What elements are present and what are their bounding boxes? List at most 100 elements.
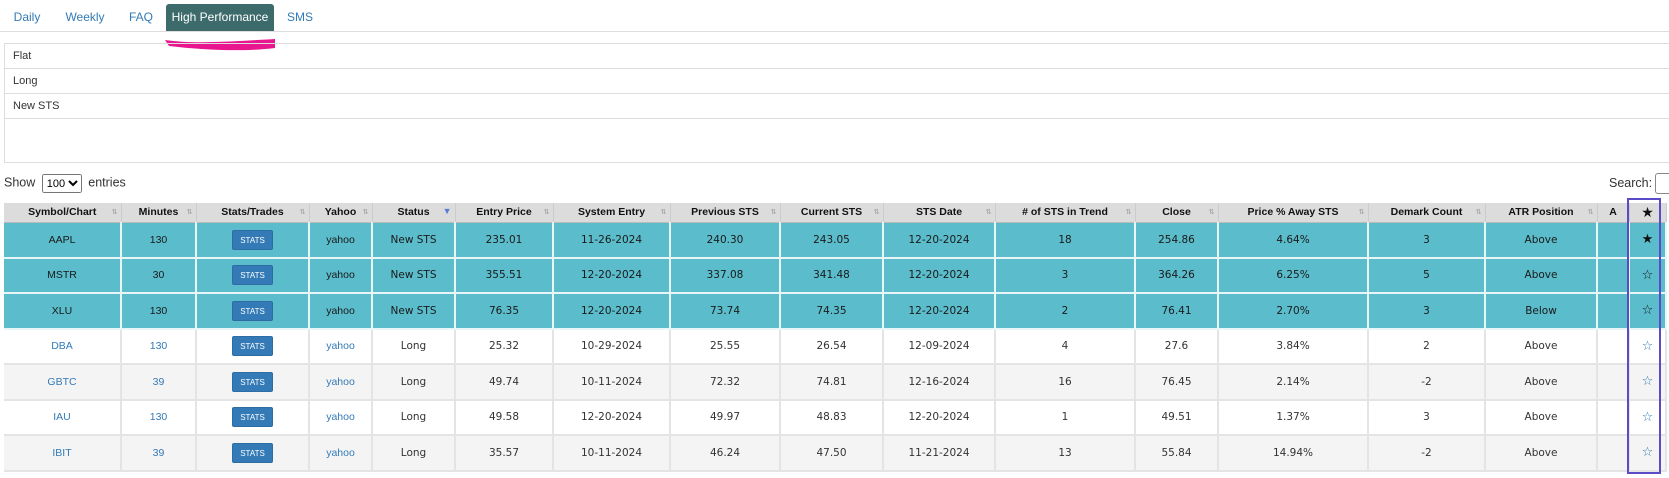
cell-entry-price: 49.74 (455, 364, 554, 401)
cell-minutes[interactable]: 130 (121, 293, 197, 330)
column-header[interactable]: ATR Position ⇅ (1485, 203, 1598, 223)
search-label: Search: (1609, 176, 1653, 190)
sort-icon: ⇅ (1208, 209, 1215, 216)
cell-stats: STATS (196, 435, 310, 472)
column-header[interactable]: System Entry ⇅ (553, 203, 671, 223)
cell-favorite: ☆ (1629, 257, 1667, 294)
search-input[interactable] (1655, 173, 1669, 194)
cell-yahoo[interactable]: yahoo (309, 364, 373, 401)
sort-icon: ⇅ (873, 209, 880, 216)
cell-symbol[interactable]: IAU (4, 399, 122, 436)
cell-symbol[interactable]: IBIT (4, 435, 122, 472)
column-header[interactable]: Previous STS ⇅ (670, 203, 781, 223)
cell-minutes[interactable]: 39 (121, 364, 197, 401)
cell-symbol[interactable]: AAPL (4, 222, 122, 259)
cell-minutes[interactable]: 130 (121, 328, 197, 365)
cell-status: Long (372, 364, 456, 401)
table-row[interactable]: MSTR 30 STATS yahoo New STS 355.51 12-20-2024 3… (4, 257, 1667, 294)
column-header[interactable]: Price % Away STS ⇅ (1218, 203, 1369, 223)
cell-symbol[interactable]: MSTR (4, 257, 122, 294)
star-outline-icon[interactable]: ☆ (1641, 267, 1654, 283)
entries-select[interactable]: 100 (41, 174, 82, 193)
cell-status: Long (372, 399, 456, 436)
cell-stats: STATS (196, 399, 310, 436)
column-header[interactable]: # of STS in Trend ⇅ (995, 203, 1136, 223)
column-header[interactable]: Stats/Trades ⇅ (196, 203, 310, 223)
cell-previous-sts: 46.24 (670, 435, 781, 472)
cell-yahoo[interactable]: yahoo (309, 399, 373, 436)
stats-button[interactable]: STATS (232, 265, 273, 286)
tab-weekly[interactable]: Weekly (65, 10, 105, 24)
table-row[interactable]: XLU 130 STATS yahoo New STS 76.35 12-20-2024 73… (4, 293, 1667, 330)
tab-sms[interactable]: SMS (286, 10, 313, 24)
column-header[interactable]: Close ⇅ (1135, 203, 1219, 223)
stats-button[interactable]: STATS (232, 300, 273, 321)
cell-sts-in-trend: 1 (995, 399, 1136, 436)
cell-demark: 3 (1368, 293, 1486, 330)
star-outline-icon[interactable]: ☆ (1641, 338, 1654, 354)
column-header[interactable]: Current STS ⇅ (780, 203, 884, 223)
column-header[interactable]: Status ▼ (372, 203, 456, 223)
stats-button[interactable]: STATS (232, 229, 273, 250)
cell-stats: STATS (196, 364, 310, 401)
cell-current-sts: 26.54 (780, 328, 884, 365)
table-row[interactable]: AAPL 130 STATS yahoo New STS 235.01 11-26-2024… (4, 222, 1667, 259)
cell-minutes[interactable]: 130 (121, 399, 197, 436)
column-header[interactable]: Minutes ⇅ (121, 203, 197, 223)
cell-yahoo[interactable]: yahoo (309, 293, 373, 330)
column-header[interactable]: Demark Count ⇅ (1368, 203, 1486, 223)
star-filled-icon[interactable]: ★ (1641, 232, 1654, 247)
table-row[interactable]: IAU 130 STATS yahoo Long 49.58 12-20-2024 49.97… (4, 399, 1667, 436)
cell-price-away: 2.70% (1218, 293, 1369, 330)
cell-symbol[interactable]: XLU (4, 293, 122, 330)
cell-minutes[interactable]: 130 (121, 222, 197, 259)
cell-system-entry: 11-26-2024 (553, 222, 671, 259)
cell-yahoo[interactable]: yahoo (309, 257, 373, 294)
column-header[interactable]: Symbol/Chart ⇅ (4, 203, 122, 223)
cell-entry-price: 35.57 (455, 435, 554, 472)
stats-button[interactable]: STATS (232, 407, 273, 428)
filter-long[interactable]: Long (5, 69, 1669, 94)
filter-new-sts[interactable]: New STS (5, 94, 1669, 119)
cell-yahoo[interactable]: yahoo (309, 328, 373, 365)
column-header-label: Close (1162, 206, 1191, 219)
stats-button[interactable]: STATS (232, 336, 273, 357)
cell-minutes[interactable]: 39 (121, 435, 197, 472)
column-header-label: Yahoo (324, 206, 357, 219)
show-label: Show (4, 175, 36, 190)
star-outline-icon[interactable]: ☆ (1641, 374, 1654, 390)
star-outline-icon[interactable]: ☆ (1641, 445, 1654, 461)
sort-icon: ⇅ (111, 209, 118, 216)
cell-atr: Above (1485, 399, 1598, 436)
column-header[interactable]: Entry Price ⇅ (455, 203, 554, 223)
results-table: Symbol/Chart ⇅ Minutes ⇅ Stats/Trades ⇅ Yahoo ⇅… (4, 203, 1667, 472)
stats-button[interactable]: STATS (232, 371, 273, 392)
table-row[interactable]: DBA 130 STATS yahoo Long 25.32 10-29-2024 25.55… (4, 328, 1667, 365)
filter-flat[interactable]: Flat (5, 44, 1669, 69)
tab-daily[interactable]: Daily (13, 10, 41, 24)
tab-faq[interactable]: FAQ (128, 10, 153, 24)
column-header[interactable]: A (1597, 203, 1630, 223)
stats-button[interactable]: STATS (232, 442, 273, 463)
star-outline-icon[interactable]: ☆ (1641, 409, 1654, 425)
cell-yahoo[interactable]: yahoo (309, 435, 373, 472)
table-row[interactable]: IBIT 39 STATS yahoo Long 35.57 10-11-2024 46.24… (4, 435, 1667, 472)
tab-high-performance[interactable]: High Performance (166, 4, 274, 31)
table-row[interactable]: GBTC 39 STATS yahoo Long 49.74 10-11-2024 72.32… (4, 364, 1667, 401)
cell-a (1597, 399, 1630, 436)
cell-symbol[interactable]: GBTC (4, 364, 122, 401)
cell-symbol[interactable]: DBA (4, 328, 122, 365)
sort-icon: ⇅ (1358, 209, 1365, 216)
cell-minutes[interactable]: 30 (121, 257, 197, 294)
cell-price-away: 4.64% (1218, 222, 1369, 259)
star-outline-icon[interactable]: ☆ (1641, 303, 1654, 319)
sort-icon: ⇅ (299, 209, 306, 216)
cell-favorite: ☆ (1629, 328, 1667, 365)
cell-sts-in-trend: 13 (995, 435, 1136, 472)
column-header[interactable]: ★ (1629, 203, 1667, 223)
column-header[interactable]: STS Date ⇅ (883, 203, 996, 223)
column-header[interactable]: Yahoo ⇅ (309, 203, 373, 223)
cell-sts-date: 12-20-2024 (883, 399, 996, 436)
cell-favorite: ☆ (1629, 364, 1667, 401)
cell-yahoo[interactable]: yahoo (309, 222, 373, 259)
